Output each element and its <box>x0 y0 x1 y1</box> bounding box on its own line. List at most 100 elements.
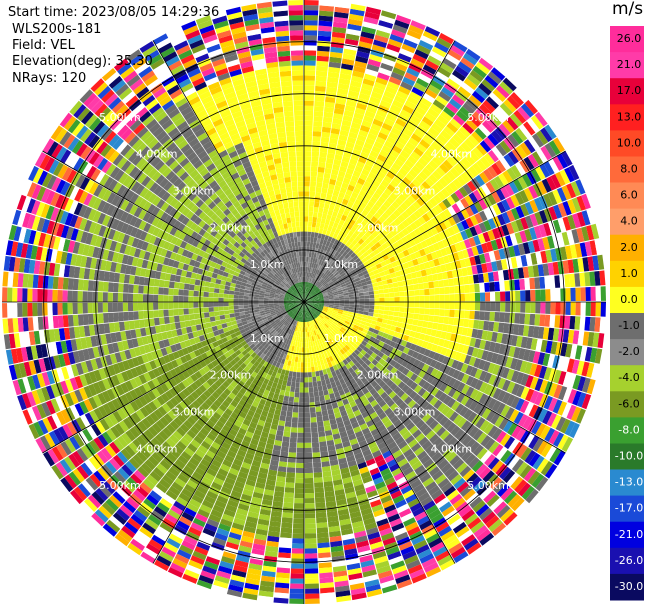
velocity-gate <box>347 289 354 293</box>
velocity-gate <box>309 283 313 289</box>
velocity-gate <box>456 200 465 211</box>
velocity-gate <box>366 267 373 274</box>
velocity-gate <box>358 189 367 198</box>
velocity-gate <box>310 176 317 182</box>
velocity-gate <box>515 127 528 142</box>
velocity-gate <box>405 186 414 195</box>
velocity-gate <box>383 90 396 100</box>
velocity-gate <box>478 359 486 370</box>
velocity-gate <box>542 236 550 250</box>
velocity-gate <box>314 280 318 286</box>
velocity-gate <box>420 327 428 335</box>
velocity-gate <box>347 313 353 318</box>
velocity-gate <box>313 116 323 122</box>
velocity-gate <box>530 168 542 183</box>
velocity-gate <box>304 146 312 152</box>
velocity-gate <box>311 268 315 274</box>
velocity-gate <box>304 352 307 358</box>
velocity-gate <box>348 306 355 310</box>
velocity-gate <box>328 183 335 191</box>
velocity-gate <box>487 272 495 282</box>
velocity-gate <box>527 325 535 338</box>
velocity-gate <box>336 241 343 247</box>
velocity-gate <box>411 272 418 279</box>
velocity-gate <box>443 339 450 349</box>
velocity-gate <box>368 308 375 313</box>
velocity-gate <box>412 110 424 121</box>
velocity-gate <box>304 538 317 544</box>
velocity-gate <box>576 227 585 243</box>
velocity-gate <box>289 593 304 599</box>
velocity-gate <box>361 257 368 264</box>
velocity-gate <box>481 242 489 254</box>
velocity-gate <box>308 303 314 306</box>
velocity-gate <box>308 303 314 305</box>
velocity-gate <box>544 124 557 140</box>
velocity-gate <box>491 146 503 160</box>
velocity-gate <box>594 271 601 286</box>
velocity-gate <box>297 362 301 368</box>
velocity-gate <box>329 248 334 254</box>
velocity-gate <box>323 172 331 179</box>
velocity-gate <box>380 62 394 72</box>
velocity-gate <box>421 255 429 263</box>
velocity-gate <box>347 212 354 219</box>
velocity-gate <box>384 140 394 150</box>
velocity-gate <box>472 65 487 79</box>
velocity-gate <box>518 348 526 360</box>
velocity-gate <box>332 311 338 315</box>
velocity-gate <box>423 334 431 342</box>
velocity-gate <box>358 213 366 221</box>
velocity-gate <box>341 265 347 271</box>
velocity-gate <box>304 452 313 458</box>
velocity-gate <box>308 382 313 388</box>
velocity-gate <box>315 497 325 503</box>
velocity-gate <box>567 373 577 389</box>
velocity-gate <box>481 184 491 196</box>
velocity-gate <box>296 367 301 373</box>
velocity-gate <box>339 242 346 249</box>
velocity-gate <box>535 251 543 265</box>
velocity-gate <box>333 257 339 263</box>
velocity-gate <box>322 239 328 246</box>
velocity-gate <box>382 227 390 236</box>
velocity-gate <box>339 262 345 269</box>
velocity-gate <box>333 280 339 285</box>
velocity-gate <box>315 253 320 259</box>
velocity-gate <box>352 312 359 317</box>
velocity-gate <box>371 179 381 188</box>
velocity-gate <box>315 186 322 193</box>
velocity-gate <box>336 223 343 231</box>
velocity-gate <box>503 344 511 356</box>
velocity-gate <box>437 323 444 331</box>
velocity-gate <box>472 189 483 201</box>
velocity-gate <box>468 150 480 162</box>
velocity-gate <box>320 192 327 199</box>
velocity-gate <box>473 274 480 284</box>
velocity-gate <box>481 350 489 361</box>
velocity-gate <box>356 316 363 321</box>
velocity-gate <box>311 291 316 296</box>
velocity-gate <box>454 351 462 361</box>
velocity-gate <box>389 236 397 245</box>
velocity-gate <box>329 298 335 301</box>
velocity-gate <box>289 437 297 443</box>
velocity-gate <box>536 130 549 145</box>
velocity-gate <box>338 295 344 299</box>
velocity-gate <box>388 131 399 141</box>
velocity-gate <box>351 271 358 277</box>
velocity-gate <box>575 287 581 301</box>
velocity-gate <box>304 493 315 499</box>
velocity-gate <box>461 267 468 277</box>
velocity-gate <box>550 302 556 315</box>
velocity-gate <box>334 228 341 235</box>
velocity-gate <box>320 218 326 225</box>
velocity-gate <box>532 151 544 166</box>
velocity-gate <box>356 194 364 202</box>
velocity-gate <box>455 232 464 242</box>
velocity-gate <box>460 172 471 184</box>
velocity-gate <box>398 85 411 96</box>
velocity-gate <box>414 289 420 296</box>
velocity-gate <box>319 441 327 448</box>
velocity-gate <box>406 273 413 280</box>
